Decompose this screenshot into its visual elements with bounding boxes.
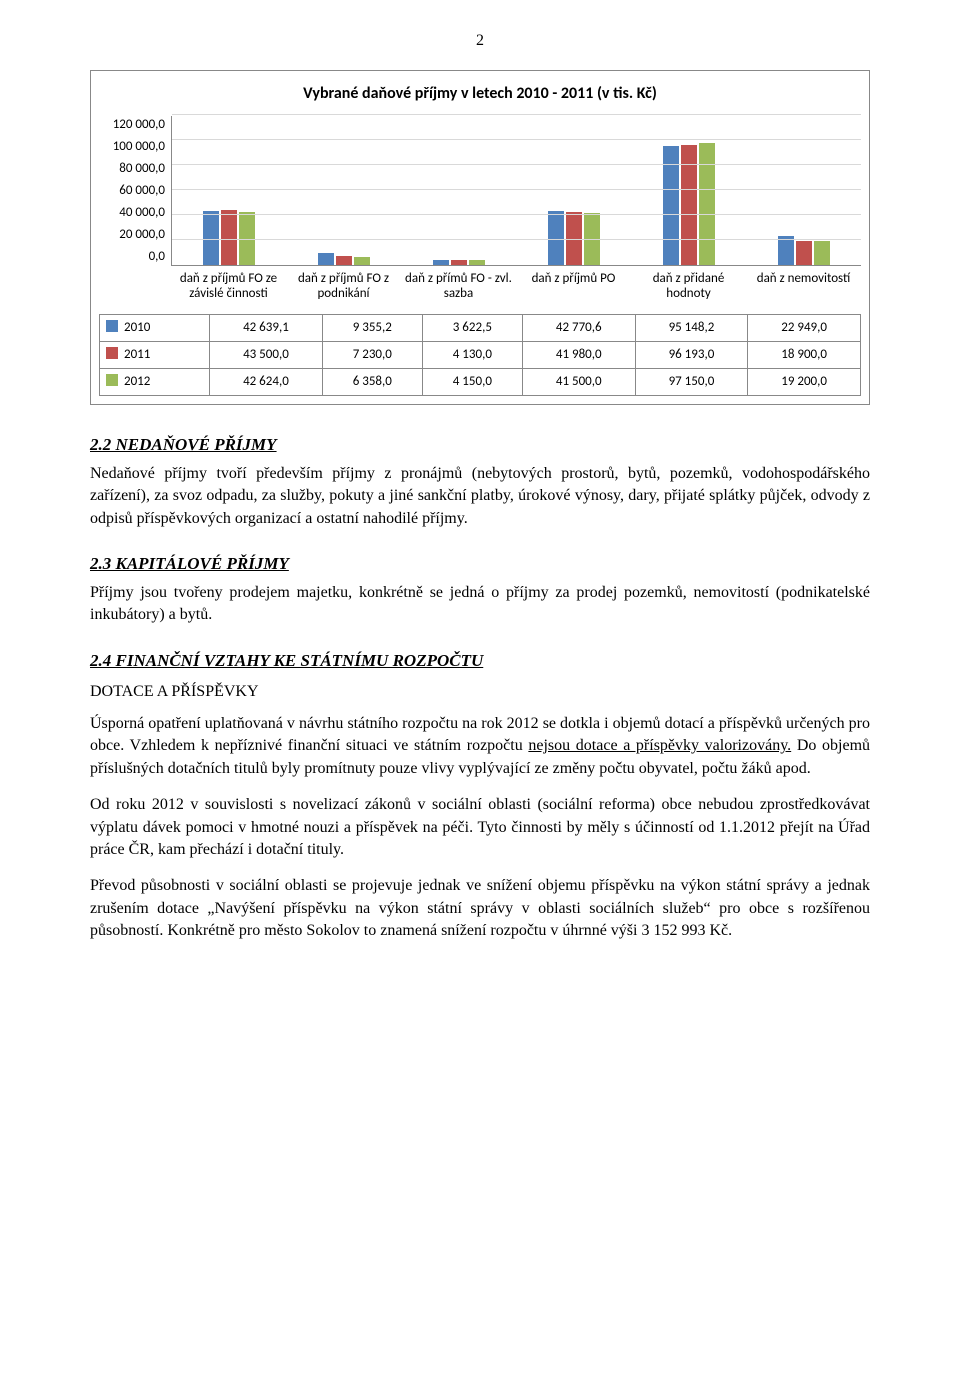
ytick-label: 20 000,0 bbox=[119, 226, 165, 244]
table-cell: 41 980,0 bbox=[522, 341, 635, 368]
para-2-4-b: Od roku 2012 v souvislosti s novelizací … bbox=[90, 794, 870, 861]
table-cell: 6 358,0 bbox=[322, 369, 422, 396]
bar bbox=[433, 260, 449, 265]
xtick-label: daň z příjmů FO ze závislé činnosti bbox=[171, 270, 286, 304]
table-cell: 96 193,0 bbox=[635, 341, 748, 368]
bar bbox=[681, 145, 697, 265]
chart-yaxis: 120 000,0 100 000,0 80 000,0 60 000,0 40 000… bbox=[99, 116, 171, 266]
table-cell: 7 230,0 bbox=[322, 341, 422, 368]
table-cell: 9 355,2 bbox=[322, 314, 422, 341]
series-label: 2011 bbox=[124, 347, 150, 362]
chart-xaxis-row: daň z příjmů FO ze závislé činnostidaň z… bbox=[99, 270, 861, 304]
table-row: 2011 43 500,07 230,04 130,041 980,096 193… bbox=[100, 341, 861, 368]
xtick-label: daň z přidané hodnoty bbox=[631, 270, 746, 304]
table-cell: 42 770,6 bbox=[522, 314, 635, 341]
bar bbox=[814, 241, 830, 265]
bar bbox=[778, 236, 794, 265]
chart-data-table: 2010 42 639,19 355,23 622,542 770,695 148… bbox=[99, 314, 861, 397]
bar bbox=[796, 241, 812, 265]
para-2-2: Nedaňové příjmy tvoří především příjmy z… bbox=[90, 463, 870, 530]
chart-plot-row: 120 000,0 100 000,0 80 000,0 60 000,0 40 000… bbox=[99, 116, 861, 266]
table-cell: 42 624,0 bbox=[210, 369, 323, 396]
para-2-4-a: Úsporná opatření uplatňovaná v návrhu st… bbox=[90, 713, 870, 780]
series-label: 2010 bbox=[124, 320, 150, 335]
legend-swatch bbox=[106, 374, 118, 386]
para-2-3: Příjmy jsou tvořeny prodejem majetku, ko… bbox=[90, 582, 870, 627]
xtick-label: daň z příjmů FO z podnikání bbox=[286, 270, 401, 304]
page-number: 2 bbox=[90, 30, 870, 52]
bar bbox=[451, 260, 467, 265]
table-cell: 95 148,2 bbox=[635, 314, 748, 341]
table-cell: 43 500,0 bbox=[210, 341, 323, 368]
heading-2-4: 2.4 FINANČNÍ VZTAHY KE STÁTNÍMU ROZPOČTU bbox=[90, 649, 870, 673]
bar bbox=[336, 256, 352, 265]
table-cell: 19 200,0 bbox=[748, 369, 861, 396]
para-2-4-c: Převod působnosti v sociální oblasti se … bbox=[90, 875, 870, 942]
ytick-label: 100 000,0 bbox=[113, 138, 165, 156]
para-2-4-a-underline: nejsou dotace a příspěvky valorizovány. bbox=[528, 737, 791, 754]
table-cell: 4 130,0 bbox=[422, 341, 522, 368]
chart-title: Vybrané daňové příjmy v letech 2010 - 20… bbox=[99, 83, 861, 105]
heading-2-3: 2.3 KAPITÁLOVÉ PŘÍJMY bbox=[90, 552, 870, 576]
table-cell: 41 500,0 bbox=[522, 369, 635, 396]
table-cell: 18 900,0 bbox=[748, 341, 861, 368]
table-cell: 3 622,5 bbox=[422, 314, 522, 341]
legend-swatch bbox=[106, 347, 118, 359]
subhead-dotace: DOTACE A PŘÍSPĚVKY bbox=[90, 681, 870, 703]
table-cell: 22 949,0 bbox=[748, 314, 861, 341]
table-cell: 4 150,0 bbox=[422, 369, 522, 396]
ytick-label: 80 000,0 bbox=[119, 160, 165, 178]
bar bbox=[318, 253, 334, 265]
chart-container: Vybrané daňové příjmy v letech 2010 - 20… bbox=[90, 70, 870, 405]
table-cell: 97 150,0 bbox=[635, 369, 748, 396]
chart-plot bbox=[171, 116, 861, 266]
table-row: 2010 42 639,19 355,23 622,542 770,695 148… bbox=[100, 314, 861, 341]
table-cell: 42 639,1 bbox=[210, 314, 323, 341]
ytick-label: 120 000,0 bbox=[113, 116, 165, 134]
legend-swatch bbox=[106, 320, 118, 332]
xtick-label: daň z příjmů PO bbox=[516, 270, 631, 304]
bar bbox=[221, 210, 237, 264]
xtick-label: daň z nemovitostí bbox=[746, 270, 861, 304]
chart-xlabels: daň z příjmů FO ze závislé činnostidaň z… bbox=[171, 270, 861, 304]
bar bbox=[699, 143, 715, 264]
ytick-label: 60 000,0 bbox=[119, 182, 165, 200]
ytick-label: 40 000,0 bbox=[119, 204, 165, 222]
bar bbox=[469, 260, 485, 265]
heading-2-2: 2.2 NEDAŇOVÉ PŘÍJMY bbox=[90, 433, 870, 457]
xtick-label: daň z přímů FO - zvl. sazba bbox=[401, 270, 516, 304]
ytick-label: 0,0 bbox=[149, 248, 165, 266]
table-row: 2012 42 624,06 358,04 150,041 500,097 150… bbox=[100, 369, 861, 396]
series-label: 2012 bbox=[124, 374, 150, 389]
bar bbox=[354, 257, 370, 265]
